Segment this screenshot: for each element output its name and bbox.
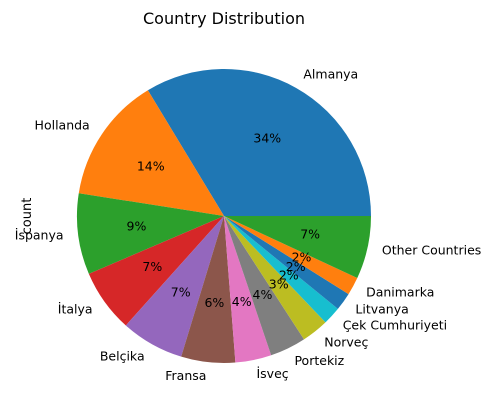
chart-title: Country Distribution	[143, 9, 305, 28]
slice-percent-label: 6%	[204, 295, 224, 310]
pie-slice	[224, 216, 349, 309]
pie-slice	[88, 216, 224, 326]
y-axis-label: count	[20, 198, 35, 235]
pie-slice	[224, 216, 326, 340]
pie-slice	[224, 216, 338, 323]
slice-percent-label: 9%	[127, 218, 147, 233]
slice-label: İspanya	[15, 228, 64, 243]
slice-percent-label: 7%	[171, 284, 191, 299]
slice-label: Almanya	[303, 67, 358, 82]
pie-slice	[78, 90, 225, 216]
pie-slices	[76, 69, 371, 364]
pie-slice	[224, 216, 358, 295]
slice-label: Çek Cumhuriyeti	[343, 317, 447, 332]
slice-percent-label: 3%	[269, 277, 289, 292]
slice-percent-label: 4%	[232, 294, 252, 309]
slice-labels: Almanya Hollanda İspanya İtalya Belçika Frans…	[15, 67, 482, 384]
slice-percent-label: 2%	[279, 267, 299, 282]
slice-label: Belçika	[100, 348, 145, 363]
slice-label: Litvanya	[355, 302, 408, 317]
slice-percent-label: 2%	[286, 259, 306, 274]
slice-label: İtalya	[58, 302, 93, 317]
slice-percent-label: 4%	[253, 287, 273, 302]
slice-label: Hollanda	[35, 117, 90, 132]
slice-percent-label: 7%	[300, 227, 320, 242]
slice-label: Portekiz	[294, 353, 344, 368]
slice-label: Fransa	[165, 368, 206, 383]
slice-percent-label: 2%	[292, 250, 312, 265]
slice-percent-label: 7%	[142, 259, 162, 274]
slice-percent-label: 14%	[137, 158, 165, 173]
pie-slice	[125, 216, 224, 357]
pie-slice	[147, 69, 371, 216]
slice-label: Danimarka	[366, 285, 434, 300]
slice-percent-label: 34%	[253, 131, 281, 146]
pie-slice	[224, 216, 371, 279]
pie-slice	[76, 193, 224, 274]
slice-label: Norveç	[324, 334, 368, 349]
pie-slice	[181, 216, 236, 364]
slice-label: Other Countries	[382, 242, 481, 257]
pie-slice	[224, 216, 272, 363]
slice-label: İsveç	[256, 366, 288, 381]
pie-slice	[224, 216, 304, 356]
slice-percent-labels: 34%14%9%7%7%6% 4% 4%3%2%2%2%7%	[127, 131, 321, 311]
